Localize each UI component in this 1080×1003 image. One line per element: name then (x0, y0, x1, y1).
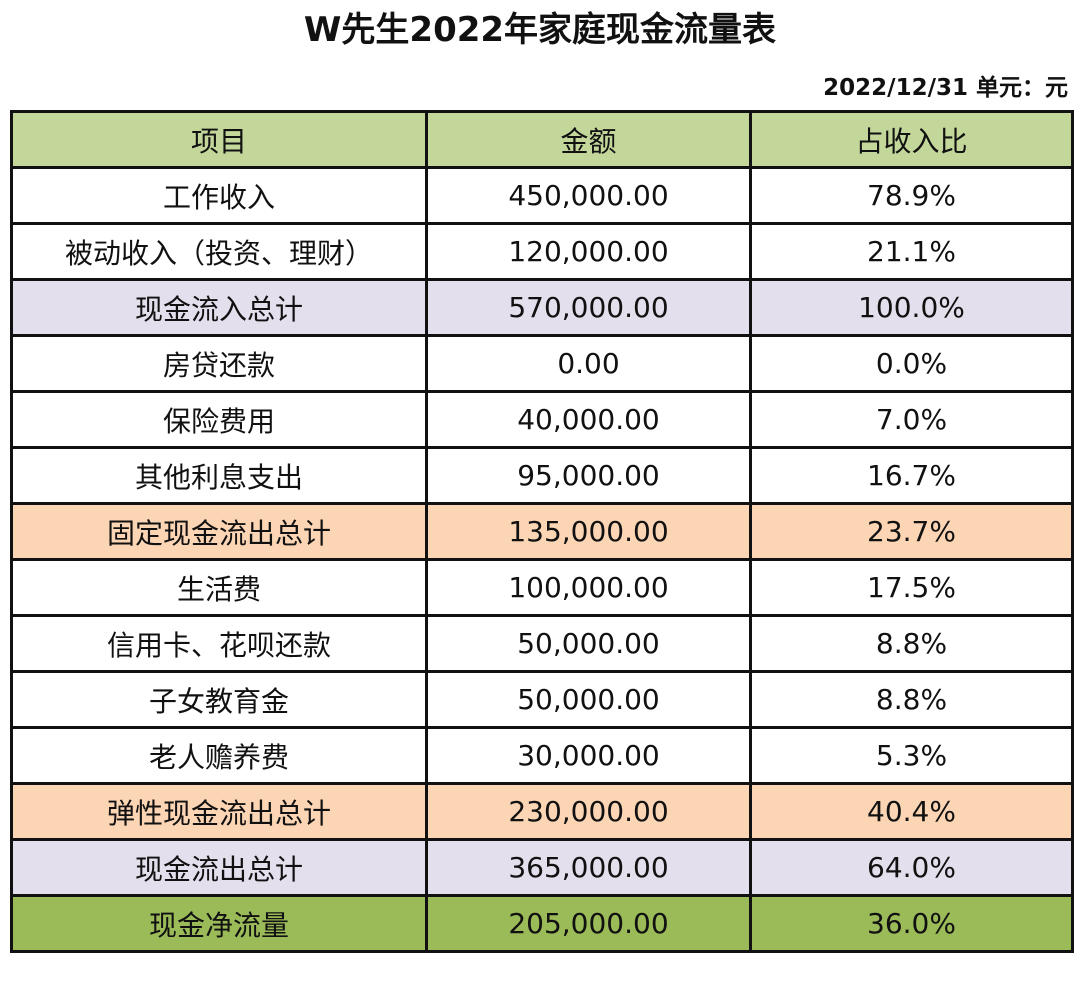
cell-amount: 30,000.00 (425, 726, 752, 785)
table-row: 现金净流量 205,000.00 36.0% (10, 894, 1074, 953)
cell-item: 信用卡、花呗还款 (10, 614, 428, 673)
cell-ratio: 40.4% (749, 782, 1074, 841)
cell-item: 生活费 (10, 558, 428, 617)
cell-ratio: 36.0% (749, 894, 1074, 953)
cell-amount: 205,000.00 (425, 894, 752, 953)
cell-amount: 135,000.00 (425, 502, 752, 561)
cell-item: 子女教育金 (10, 670, 428, 729)
cell-amount: 50,000.00 (425, 614, 752, 673)
cell-ratio: 8.8% (749, 670, 1074, 729)
cell-amount: 95,000.00 (425, 446, 752, 505)
unit-label: 单元：元 (976, 75, 1068, 101)
report-date: 2022/12/31 (823, 75, 968, 101)
table-row: 工作收入 450,000.00 78.9% (10, 166, 1074, 225)
cell-amount: 100,000.00 (425, 558, 752, 617)
table-row: 现金流出总计 365,000.00 64.0% (10, 838, 1074, 897)
table-row: 子女教育金 50,000.00 8.8% (10, 670, 1074, 729)
header-amount: 金额 (425, 110, 752, 169)
cell-item: 工作收入 (10, 166, 428, 225)
cell-ratio: 5.3% (749, 726, 1074, 785)
cell-item: 现金流入总计 (10, 278, 428, 337)
cell-amount: 120,000.00 (425, 222, 752, 281)
table-row: 现金流入总计 570,000.00 100.0% (10, 278, 1074, 337)
table-row: 房贷还款 0.00 0.0% (10, 334, 1074, 393)
cell-amount: 570,000.00 (425, 278, 752, 337)
cell-item: 现金流出总计 (10, 838, 428, 897)
table-row: 其他利息支出 95,000.00 16.7% (10, 446, 1074, 505)
table-row: 生活费 100,000.00 17.5% (10, 558, 1074, 617)
cell-amount: 365,000.00 (425, 838, 752, 897)
header-item: 项目 (10, 110, 428, 169)
cell-ratio: 78.9% (749, 166, 1074, 225)
table-row: 固定现金流出总计 135,000.00 23.7% (10, 502, 1074, 561)
table-row: 被动收入（投资、理财） 120,000.00 21.1% (10, 222, 1074, 281)
cell-item: 现金净流量 (10, 894, 428, 953)
cell-item: 弹性现金流出总计 (10, 782, 428, 841)
cell-ratio: 8.8% (749, 614, 1074, 673)
table-row: 保险费用 40,000.00 7.0% (10, 390, 1074, 449)
page-title: W先生2022年家庭现金流量表 (303, 10, 777, 50)
table-header-row: 项目 金额 占收入比 (10, 110, 1074, 169)
cell-amount: 450,000.00 (425, 166, 752, 225)
cell-amount: 40,000.00 (425, 390, 752, 449)
cash-flow-table: 项目 金额 占收入比 工作收入 450,000.00 78.9% 被动收入（投资、理财… (10, 110, 1074, 953)
cell-amount: 50,000.00 (425, 670, 752, 729)
cell-ratio: 23.7% (749, 502, 1074, 561)
cell-ratio: 64.0% (749, 838, 1074, 897)
table-row: 老人赡养费 30,000.00 5.3% (10, 726, 1074, 785)
cell-ratio: 17.5% (749, 558, 1074, 617)
cell-ratio: 0.0% (749, 334, 1074, 393)
cell-amount: 230,000.00 (425, 782, 752, 841)
cell-item: 保险费用 (10, 390, 428, 449)
table-row: 弹性现金流出总计 230,000.00 40.4% (10, 782, 1074, 841)
header-ratio: 占收入比 (749, 110, 1074, 169)
cell-item: 被动收入（投资、理财） (10, 222, 428, 281)
cell-item: 房贷还款 (10, 334, 428, 393)
cell-item: 其他利息支出 (10, 446, 428, 505)
cell-item: 老人赡养费 (10, 726, 428, 785)
cell-ratio: 100.0% (749, 278, 1074, 337)
cell-ratio: 7.0% (749, 390, 1074, 449)
cell-ratio: 21.1% (749, 222, 1074, 281)
table-row: 信用卡、花呗还款 50,000.00 8.8% (10, 614, 1074, 673)
date-unit-line: 2022/12/31 单元：元 (823, 68, 1068, 102)
cell-amount: 0.00 (425, 334, 752, 393)
cell-item: 固定现金流出总计 (10, 502, 428, 561)
cell-ratio: 16.7% (749, 446, 1074, 505)
